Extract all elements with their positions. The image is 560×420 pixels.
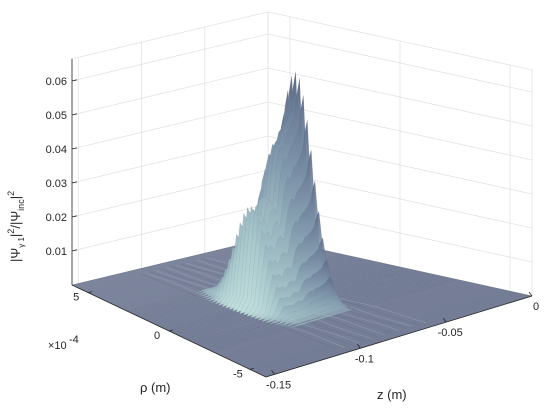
peak-surface bbox=[126, 71, 458, 352]
z-tick-mark bbox=[357, 344, 361, 349]
value-tick-mark bbox=[71, 181, 78, 184]
rho-exponent-power: -4 bbox=[69, 334, 79, 346]
value-axis-label: |Ψγ 1|2/|Ψinc|2 bbox=[6, 191, 26, 262]
value-label-mid: | bbox=[8, 234, 23, 237]
value-tick-mark bbox=[71, 147, 78, 150]
z-tick-label: 0 bbox=[533, 301, 539, 313]
value-label-slash: /|Ψ bbox=[8, 211, 23, 229]
rho-exponent: ×10 -4 bbox=[48, 334, 79, 352]
value-tick-mark bbox=[71, 79, 78, 82]
value-label-sub1: γ 1 bbox=[17, 237, 26, 248]
rho-axis-ticks: -5 0 5 bbox=[73, 291, 254, 380]
value-tick-label: 0.05 bbox=[46, 110, 67, 122]
value-label-end: | bbox=[8, 196, 23, 199]
z-tick-label: -0.05 bbox=[438, 327, 463, 339]
z-axis-label: z (m) bbox=[377, 387, 407, 402]
svg-text:|Ψγ 1|2/|Ψinc|2: |Ψγ 1|2/|Ψinc|2 bbox=[6, 191, 26, 262]
z-axis-line bbox=[265, 295, 533, 378]
value-tick-label: 0.04 bbox=[46, 144, 67, 156]
value-tick-label: 0.06 bbox=[46, 76, 67, 88]
value-axis-ticks: 0.01 0.02 0.03 0.04 0.05 0.06 bbox=[46, 76, 78, 258]
rho-tick-label: 0 bbox=[154, 330, 160, 342]
rho-tick-mark bbox=[168, 329, 174, 332]
value-label-sup2: 2 bbox=[6, 191, 16, 196]
value-label-main: |Ψ bbox=[8, 248, 23, 262]
value-tick-label: 0.01 bbox=[46, 246, 67, 258]
value-label-sub2: inc bbox=[16, 199, 26, 211]
z-tick-label: -0.15 bbox=[266, 379, 291, 391]
value-tick-label: 0.02 bbox=[46, 212, 67, 224]
z-axis-ticks: -0.15 -0.1 -0.05 0 bbox=[266, 291, 539, 391]
rho-tick-label: -5 bbox=[233, 368, 243, 380]
rho-tick-mark bbox=[249, 367, 254, 370]
rho-axis-label: ρ (m) bbox=[140, 380, 171, 395]
rho-exponent-base: ×10 bbox=[48, 340, 67, 352]
z-tick-label: -0.1 bbox=[355, 353, 374, 365]
z-tick-mark bbox=[271, 370, 275, 375]
value-tick-mark bbox=[71, 215, 78, 218]
rho-tick-label: 5 bbox=[73, 292, 79, 304]
value-tick-label: 0.03 bbox=[46, 178, 67, 190]
value-tick-mark bbox=[71, 249, 78, 252]
z-tick-mark bbox=[442, 317, 447, 323]
rho-tick-mark bbox=[88, 291, 93, 294]
value-label-sup1: 2 bbox=[6, 229, 16, 234]
z-tick-mark bbox=[528, 291, 533, 297]
value-tick-mark bbox=[71, 113, 78, 116]
peak-slice bbox=[210, 279, 458, 352]
